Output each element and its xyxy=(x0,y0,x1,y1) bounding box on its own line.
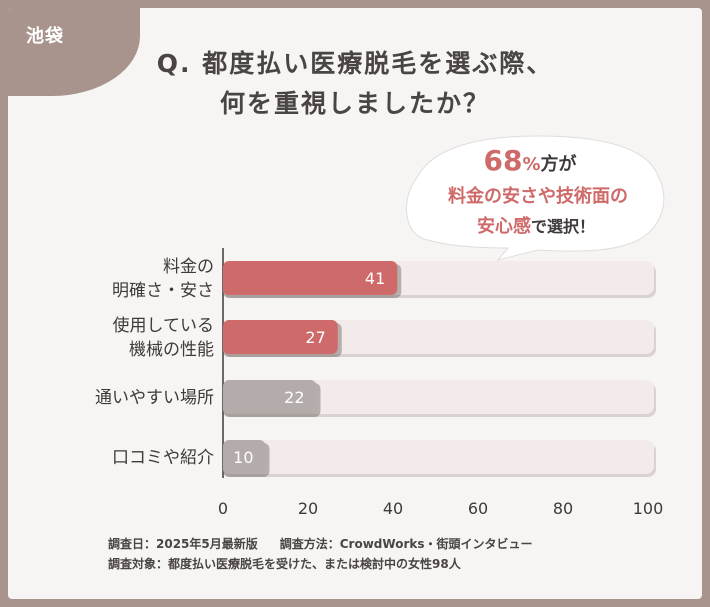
survey-date: 調査日：2025年5月最新版 xyxy=(108,537,258,551)
category-label: 口コミや紹介 xyxy=(112,448,214,468)
category-label: 機械の性能 xyxy=(129,340,214,360)
category-label: 料金の xyxy=(163,257,214,277)
bar xyxy=(223,440,266,474)
chart-card: 池袋 Q. 都度払い医療脱毛を選ぶ際、 何を重視しましたか？ 68%方が 料金の… xyxy=(8,8,702,599)
bar-value-label: 22 xyxy=(284,388,304,407)
x-tick-label: 80 xyxy=(553,499,573,518)
callout-number: 68 xyxy=(483,144,522,177)
survey-method: 調査方法：CrowdWorks・街頭インタビュー xyxy=(279,537,533,551)
bar xyxy=(223,320,338,354)
callout-line-3: 安心感で選択！ xyxy=(477,215,595,237)
x-tick-label: 40 xyxy=(383,499,403,518)
callout-line3-suffix: で選択！ xyxy=(531,217,595,236)
survey-target: 調査対象：都度払い医療脱毛を受けた、または検討中の女性98人 xyxy=(108,557,461,571)
x-tick-group: 0 20 40 60 80 100 xyxy=(218,499,663,518)
bar xyxy=(223,261,398,295)
callout-line1-suffix: 方が xyxy=(541,153,577,175)
x-tick-label: 100 xyxy=(633,499,664,518)
bar-value-label: 41 xyxy=(365,269,385,288)
survey-footer: 調査日：2025年5月最新版 調査方法：CrowdWorks・街頭インタビュー 調… xyxy=(108,534,555,574)
callout-bubble-shape xyxy=(406,135,665,261)
callout-percent: % xyxy=(522,154,540,175)
bar-track xyxy=(223,440,654,474)
bar-value-label: 10 xyxy=(233,448,253,467)
question-title: Q. 都度払い医療脱毛を選ぶ際、 何を重視しましたか？ xyxy=(8,44,702,124)
category-label: 通いやすい場所 xyxy=(95,388,214,408)
title-line-1: Q. 都度払い医療脱毛を選ぶ際、 xyxy=(156,49,554,78)
x-tick-label: 20 xyxy=(298,499,318,518)
location-tag: 池袋 xyxy=(26,26,64,47)
bar-value-label: 27 xyxy=(305,328,325,347)
x-tick-label: 0 xyxy=(218,499,228,518)
callout-emphasis: 安心感 xyxy=(477,215,531,237)
callout-bubble: 68%方が 料金の安さや技術面の 安心感で選択！ xyxy=(406,135,665,285)
category-label: 使用している xyxy=(113,315,215,336)
title-line-2: 何を重視しましたか？ xyxy=(219,89,490,118)
bar xyxy=(223,380,317,414)
x-tick-label: 60 xyxy=(468,499,488,518)
callout-line-1: 68%方が xyxy=(483,144,576,177)
category-label: 明確さ・安さ xyxy=(112,281,214,301)
bar-track xyxy=(223,380,654,414)
callout-line-2: 料金の安さや技術面の xyxy=(448,185,628,207)
